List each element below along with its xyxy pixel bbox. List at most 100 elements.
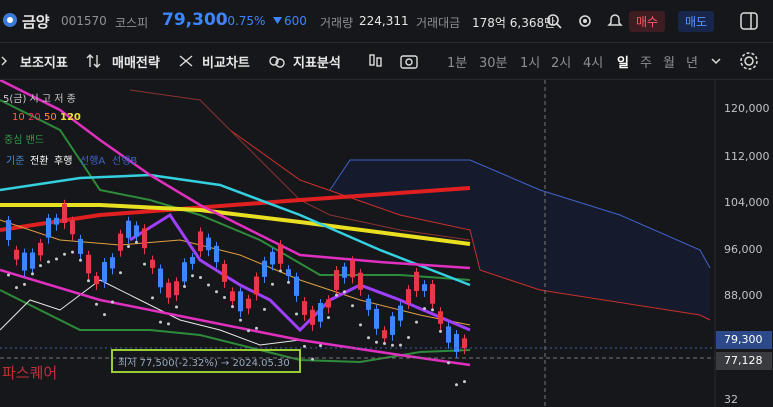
candle-body bbox=[374, 308, 379, 329]
sar-dot bbox=[183, 284, 186, 288]
period[interactable]: 1분 bbox=[447, 56, 468, 71]
sar-dot bbox=[167, 322, 170, 326]
sar-dot bbox=[215, 290, 218, 294]
sar-dot bbox=[199, 276, 202, 280]
candle-body bbox=[54, 217, 59, 225]
sar-dot bbox=[463, 380, 466, 384]
candle-body bbox=[222, 263, 227, 282]
volume-label: 거래량 bbox=[320, 16, 354, 30]
candle-body bbox=[270, 251, 275, 265]
candle-body bbox=[294, 276, 299, 296]
tool[interactable]: 매매전략 bbox=[112, 56, 160, 71]
watermark: 파스퀘어 bbox=[2, 364, 58, 382]
candle-body bbox=[126, 220, 131, 238]
candle-body bbox=[302, 301, 307, 315]
candle-body bbox=[214, 245, 219, 263]
price-axis-label: 88,000 bbox=[724, 289, 763, 302]
tool[interactable]: 지표분석 bbox=[293, 56, 341, 71]
legend-ichimoku: 선행A bbox=[80, 156, 106, 167]
candle-body bbox=[334, 270, 339, 290]
candle-body bbox=[286, 269, 291, 276]
candle-body bbox=[102, 262, 107, 282]
candle-body bbox=[254, 276, 259, 295]
volume: 224,311 bbox=[359, 14, 409, 28]
candle-body bbox=[142, 228, 147, 249]
price: 79,300 bbox=[162, 10, 228, 30]
candle-body bbox=[438, 311, 443, 324]
sar-dot bbox=[143, 262, 146, 266]
sar-dot bbox=[55, 257, 58, 261]
candle-body bbox=[390, 316, 395, 335]
candle-body bbox=[206, 237, 211, 251]
candle-body bbox=[174, 281, 179, 296]
legend-ichimoku: 후행 bbox=[54, 156, 73, 167]
candle-body bbox=[230, 291, 235, 302]
period[interactable]: 30분 bbox=[479, 56, 508, 71]
sar-dot bbox=[343, 290, 346, 294]
candle-body bbox=[454, 333, 459, 352]
period[interactable]: 2시 bbox=[551, 56, 572, 71]
toolbar: 보조지표 매매전략 비교차트 지표분석 1분 30분 1시 2시 4시 일 주 … bbox=[0, 43, 773, 80]
sar-dot bbox=[255, 326, 258, 330]
market: 코스피 bbox=[115, 16, 149, 30]
sar-dot bbox=[423, 307, 426, 311]
buy-button[interactable]: 매수 bbox=[629, 11, 666, 32]
tool[interactable]: 비교차트 bbox=[202, 56, 250, 71]
period-active[interactable]: 일 bbox=[617, 56, 629, 71]
candle-body bbox=[30, 252, 35, 269]
sar-dot bbox=[191, 274, 194, 278]
sar-dot bbox=[271, 282, 274, 286]
period[interactable]: 주 bbox=[640, 56, 652, 71]
sar-dot bbox=[287, 280, 290, 284]
sar-dot bbox=[319, 344, 322, 348]
candle-body bbox=[318, 302, 323, 322]
sar-dot bbox=[39, 264, 42, 268]
sar-dot bbox=[351, 304, 354, 308]
panel-icon[interactable] bbox=[740, 12, 758, 30]
candle-body bbox=[166, 282, 171, 298]
candle-body bbox=[430, 284, 435, 304]
sar-dot bbox=[95, 302, 98, 306]
change: 600 bbox=[284, 14, 307, 28]
sar-dot bbox=[71, 250, 74, 254]
candle-body bbox=[46, 218, 51, 238]
candle-body bbox=[278, 244, 283, 264]
sar-dot bbox=[63, 252, 66, 256]
period[interactable]: 4시 bbox=[583, 56, 604, 71]
tool[interactable]: 보조지표 bbox=[20, 56, 68, 71]
sar-dot bbox=[207, 283, 210, 287]
candle-body bbox=[182, 262, 187, 282]
header-icons[interactable] bbox=[545, 12, 635, 30]
candle-body bbox=[118, 233, 123, 251]
sell-button[interactable]: 매도 bbox=[678, 11, 715, 32]
candle-body bbox=[382, 330, 387, 339]
legend-band: 중심 밴드 bbox=[4, 135, 44, 146]
period[interactable]: 1시 bbox=[520, 56, 541, 71]
sar-dot bbox=[447, 361, 450, 365]
change-pct: -0.75% bbox=[223, 14, 266, 28]
candle-body bbox=[238, 291, 243, 312]
sar-dot bbox=[391, 343, 394, 347]
sar-dot bbox=[231, 305, 234, 309]
candle-body bbox=[78, 238, 83, 254]
sar-dot bbox=[367, 336, 370, 340]
sar-dot bbox=[135, 240, 138, 244]
candle-body bbox=[86, 254, 91, 274]
candle-body bbox=[110, 257, 115, 269]
price-axis-label: 104,000 bbox=[724, 196, 770, 209]
toolbar-icons[interactable] bbox=[708, 51, 768, 71]
amount: 178억 6,368만 bbox=[472, 16, 556, 30]
current-price: 79,300 bbox=[724, 333, 763, 346]
candle-body bbox=[342, 266, 347, 278]
sar-dot bbox=[119, 271, 122, 275]
candle-body bbox=[14, 249, 19, 260]
amount-label: 거래대금 bbox=[416, 16, 461, 30]
bottom-axis-label: 32 bbox=[724, 393, 738, 406]
period[interactable]: 년 bbox=[686, 56, 698, 71]
sar-dot bbox=[327, 316, 330, 320]
period[interactable]: 월 bbox=[663, 56, 675, 71]
candle-body bbox=[190, 257, 195, 264]
legend-ohlc: 5(금) 시 고 저 종 bbox=[3, 94, 76, 105]
candle-body bbox=[366, 298, 371, 310]
sar-dot bbox=[7, 273, 10, 277]
